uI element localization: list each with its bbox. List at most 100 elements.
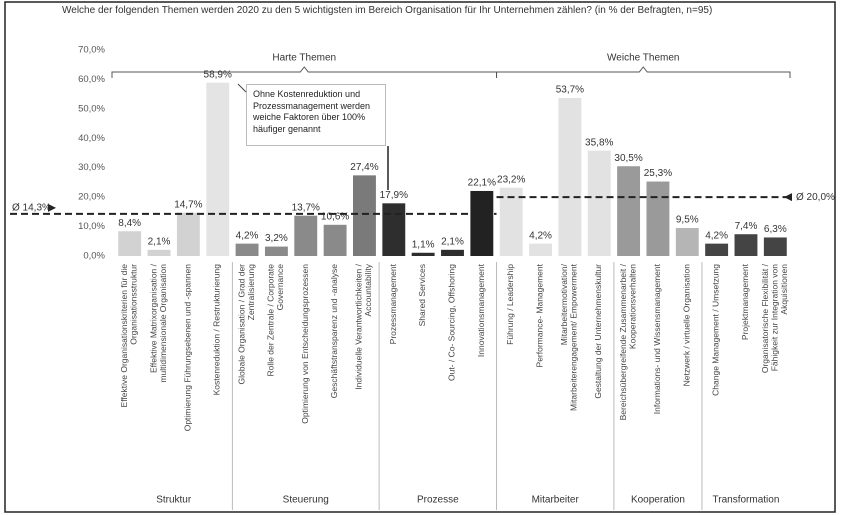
bar (499, 187, 523, 256)
bar (529, 243, 552, 256)
x-tick-label-line: Zentralisierung (246, 264, 256, 320)
bar (734, 234, 758, 256)
theme-brace (496, 66, 791, 78)
bar (147, 249, 171, 256)
theme-label: Weiche Themen (607, 53, 679, 64)
bar (176, 212, 200, 256)
x-tick-label: Effektive Matrixorganisation /multidimen… (149, 263, 169, 382)
x-tick-label-line: Change Management / Umsetzung (711, 264, 721, 396)
bar (118, 231, 142, 256)
value-label: 7,4% (735, 221, 758, 232)
x-tick-label: Out- / Co- Sourcing, Offshoring (447, 264, 457, 381)
chart-title: Welche der folgenden Themen werden 2020 … (62, 5, 713, 16)
x-tick-label: Führung / Leadership (505, 264, 515, 345)
value-label: 23,2% (497, 174, 525, 185)
bar (441, 249, 464, 256)
x-tick-label: Bereichsübergreifende Zusammenarbeit /Ko… (618, 263, 638, 420)
title-box: Welche der folgenden Themen werden 2020 … (62, 5, 713, 16)
value-label: 4,2% (705, 230, 728, 241)
value-label: 1,1% (412, 239, 435, 250)
x-tick-label-line: Netzwerk / virtuelle Organisation (682, 264, 692, 387)
x-tick-label-line: Kostenreduktion / Restrukturierung (212, 264, 222, 396)
bar (411, 252, 435, 256)
x-tick-label-line: Mitarbeitermotivation/ (559, 263, 569, 345)
x-tick-label: Organisatorische Flexibilität /Fähigkeit… (760, 263, 789, 373)
y-tick-label: 70,0% (78, 45, 105, 56)
x-tick-label-line: Informations- und Wissensmanagement (652, 263, 662, 414)
x-tick-label: Netzwerk / virtuelle Organisation (682, 264, 692, 387)
x-tick-label-line: Organisationsstruktur (129, 264, 139, 345)
bar (617, 166, 641, 256)
average-label: Ø 14,3% (12, 203, 51, 214)
value-label: 17,9% (380, 190, 408, 201)
y-tick-label: 30,0% (78, 162, 105, 173)
value-label: 8,4% (118, 218, 141, 229)
bar (264, 246, 288, 256)
bar (558, 97, 582, 257)
x-tick-label-line: Individuelle Verantwortlichkeiten / (354, 263, 364, 389)
x-tick-label-line: Governance (275, 264, 285, 311)
x-tick-label-line: Effektive Matrixorganisation / (149, 263, 159, 373)
x-tick-label: Optimierung von Entscheidungsprozessen (300, 264, 310, 424)
value-label: 22,1% (468, 178, 496, 189)
frame (4, 1, 836, 513)
value-label: 2,1% (441, 236, 464, 247)
x-tick-label-line: Performance- Management (535, 263, 545, 367)
bar (382, 203, 406, 256)
x-tick-label-line: multidimensionale Organisation (158, 264, 168, 383)
value-label: 2,1% (148, 236, 171, 247)
bar (353, 175, 376, 256)
bar (323, 224, 347, 256)
x-tick-label-line: Prozessmanagement (388, 263, 398, 344)
bar (646, 181, 670, 256)
value-label: 3,2% (265, 233, 288, 244)
x-tick-label: Projektmanagement (740, 263, 750, 340)
x-tick-label-line: Rolle der Zentrale / Corporate (266, 264, 276, 377)
y-tick-label: 60,0% (78, 74, 105, 85)
value-label: 58,9% (204, 69, 232, 80)
bar (587, 150, 611, 256)
x-tick-label: Gestaltung der Unternehmenskultur (593, 264, 603, 399)
x-tick-label-line: Out- / Co- Sourcing, Offshoring (447, 264, 457, 381)
value-label: 35,8% (585, 137, 613, 148)
x-tick-label: Individuelle Verantwortlichkeiten /Accou… (354, 263, 374, 389)
bar (470, 190, 494, 256)
group-label: Kooperation (631, 495, 685, 506)
annotation-pointer (237, 83, 247, 93)
value-label: 13,7% (292, 202, 320, 213)
x-tick-label-line: Akquisitionen (779, 264, 789, 315)
group-label: Struktur (156, 495, 192, 506)
x-tick-label-line: Projektmanagement (740, 263, 750, 340)
average-label: Ø 20,0% (796, 192, 835, 203)
group-label: Mitarbeiter (532, 495, 580, 506)
x-tick-label: Geschäftstransparenz und -analyse (329, 264, 339, 398)
x-tick-label-line: Accountability (363, 263, 373, 316)
x-tick-label-line: Effektive Organisationskriterien für die (119, 264, 129, 408)
average-arrow (48, 203, 56, 212)
x-tick-label: Kostenreduktion / Restrukturierung (212, 264, 222, 396)
x-tick-label-line: Geschäftstransparenz und -analyse (329, 264, 339, 398)
x-tick-label: Informations- und Wissensmanagement (652, 263, 662, 414)
x-tick-label-line: Optimierung von Entscheidungsprozessen (300, 264, 310, 424)
group-label: Prozesse (417, 495, 459, 506)
x-tick-label-line: Shared Services (417, 264, 427, 326)
x-tick-label: Effektive Organisationskriterien für die… (119, 264, 139, 408)
value-label: 4,2% (529, 230, 552, 241)
x-tick-label-line: Bereichsübergreifende Zusammenarbeit / (618, 263, 628, 420)
x-tick-label-line: Innovationsmanagement (476, 263, 486, 357)
y-tick-label: 10,0% (78, 221, 105, 232)
group-label: Transformation (713, 495, 780, 506)
bar (763, 237, 787, 256)
x-tick-label: Prozessmanagement (388, 263, 398, 344)
x-tick-label: Rolle der Zentrale / CorporateGovernance (266, 264, 286, 377)
x-tick-label-line: Führung / Leadership (505, 264, 515, 345)
value-label: 9,5% (676, 215, 699, 226)
value-label: 10,6% (321, 211, 349, 222)
y-tick-label: 20,0% (78, 192, 105, 203)
x-tick-label-line: Fähigkeit zur Integration von (770, 264, 780, 372)
theme-brace (111, 66, 498, 78)
x-tick-label: Mitarbeitermotivation/Mitarbeiterengagem… (559, 263, 579, 411)
x-tick-label: Change Management / Umsetzung (711, 264, 721, 396)
group-label: Steuerung (283, 495, 329, 506)
